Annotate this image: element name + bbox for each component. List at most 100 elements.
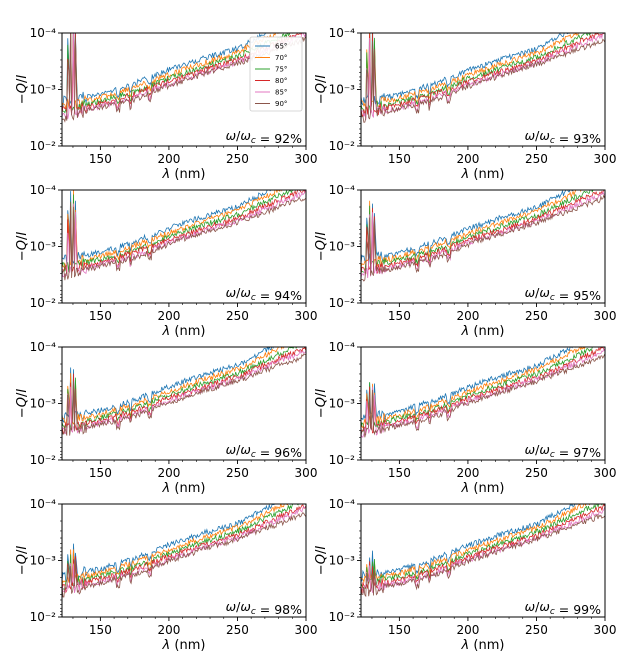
x-tick-label: 200 [456,152,479,166]
series-line-75deg [361,190,599,273]
legend-label: 70° [275,54,287,62]
x-tick-label: 250 [525,152,548,166]
x-tick-label: 250 [226,309,249,323]
y-axis-label: −Q/I [15,232,30,262]
x-tick-label: 150 [89,466,112,480]
x-tick-label: 250 [226,466,249,480]
series-line-65deg [361,504,579,582]
legend-label: 90° [275,100,287,108]
series-line-65deg [361,33,570,106]
x-axis-label: λ (nm) [162,481,206,496]
panel-annotation: ω/ωc = 92% [226,128,302,146]
panel-92: 150 200 250 300 10⁻⁴ 10⁻³ 10⁻² λ (nm) −Q/I ω/ωc =… [15,26,318,182]
x-tick-label: 300 [594,466,617,480]
panel-96: 150 200 250 300 10⁻⁴ 10⁻³ 10⁻² λ (nm) −Q/I ω/ωc =… [15,340,318,496]
series-line-90deg [361,513,605,598]
panel-94: 150 200 250 300 10⁻⁴ 10⁻³ 10⁻² λ (nm) −Q/I ω/ωc =… [15,183,318,339]
x-tick-label: 300 [295,152,318,166]
panel-95: 150 200 250 300 10⁻⁴ 10⁻³ 10⁻² λ (nm) −Q/I ω/ωc =… [314,183,616,339]
x-tick-label: 300 [594,152,617,166]
series-line-90deg [62,196,306,281]
y-tick-label: 10⁻² [30,453,57,467]
series-line-80deg [62,347,306,434]
axes-frame [360,189,606,304]
legend-label: 85° [275,89,287,97]
series-line-70deg [361,347,586,429]
panel-99: 150 200 250 300 10⁻⁴ 10⁻³ 10⁻² λ (nm) −Q/I ω/ωc =… [314,497,617,653]
x-tick-label: 300 [295,623,318,637]
y-tick-label: 10⁻⁴ [30,340,57,354]
plot-area [361,190,605,282]
x-axis-label: λ (nm) [461,481,505,496]
x-tick-label: 300 [295,466,318,480]
series-line-65deg [361,347,577,421]
series-line-90deg [62,512,306,598]
x-tick-label: 150 [388,152,411,166]
panel-93: 150 200 250 300 10⁻⁴ 10⁻³ 10⁻² λ (nm) −Q/I ω/ωc =… [314,26,617,182]
y-tick-label: 10⁻² [30,296,57,310]
series-line-75deg [361,347,597,432]
x-tick-label: 150 [89,309,112,323]
y-axis-label: −Q/I [15,75,30,105]
plot-area [361,504,605,598]
y-tick-label: 10⁻³ [30,240,57,254]
x-tick-label: 200 [456,466,479,480]
series-line-85deg [361,347,605,438]
series-line-90deg [361,38,605,123]
plot-area [62,347,306,436]
x-tick-label: 250 [226,152,249,166]
series-line-75deg [62,347,301,431]
y-tick-label: 10⁻³ [329,83,356,97]
x-tick-label: 200 [157,466,180,480]
plot-area [361,33,605,123]
x-tick-label: 250 [226,623,249,637]
y-axis-label: −Q/I [314,546,329,576]
series-line-70deg [361,190,585,268]
series-line-70deg [62,504,289,586]
y-tick-label: 10⁻³ [329,554,356,568]
panel-annotation: ω/ωc = 95% [525,285,601,303]
x-axis-label: λ (nm) [461,638,505,653]
y-tick-label: 10⁻² [30,139,57,153]
x-tick-label: 250 [525,623,548,637]
x-tick-label: 150 [89,623,112,637]
x-axis-label: λ (nm) [461,167,505,182]
x-tick-label: 300 [295,309,318,323]
y-tick-label: 10⁻² [30,610,57,624]
x-tick-label: 200 [157,623,180,637]
series-line-70deg [62,347,285,426]
x-tick-label: 150 [89,152,112,166]
x-tick-label: 250 [525,309,548,323]
series-line-80deg [361,190,604,275]
panel-annotation: ω/ωc = 94% [226,285,302,303]
y-tick-label: 10⁻² [329,296,356,310]
panel-annotation: ω/ωc = 99% [525,599,601,617]
series-line-90deg [361,194,605,282]
y-tick-label: 10⁻⁴ [329,26,356,40]
series-line-80deg [361,504,605,594]
x-axis-label: λ (nm) [461,324,505,339]
series-line-75deg [62,190,296,272]
series-line-70deg [361,33,583,111]
y-axis-label: −Q/I [314,232,329,262]
series-line-90deg [62,353,306,436]
series-line-65deg [62,190,271,265]
x-axis-label: λ (nm) [162,638,206,653]
axes-frame [61,503,307,618]
y-axis-label: −Q/I [314,389,329,419]
y-tick-label: 10⁻⁴ [30,26,57,40]
plot-area [361,347,605,438]
x-tick-label: 150 [388,309,411,323]
series-line-75deg [361,33,591,116]
y-tick-label: 10⁻³ [30,554,57,568]
x-tick-label: 200 [456,623,479,637]
panel-annotation: ω/ωc = 96% [226,442,302,460]
y-tick-label: 10⁻² [329,610,356,624]
x-tick-label: 300 [594,623,617,637]
series-line-85deg [361,507,605,594]
y-tick-label: 10⁻³ [329,397,356,411]
y-tick-label: 10⁻⁴ [30,183,57,197]
series-line-80deg [361,33,605,117]
axes-frame [360,503,606,618]
